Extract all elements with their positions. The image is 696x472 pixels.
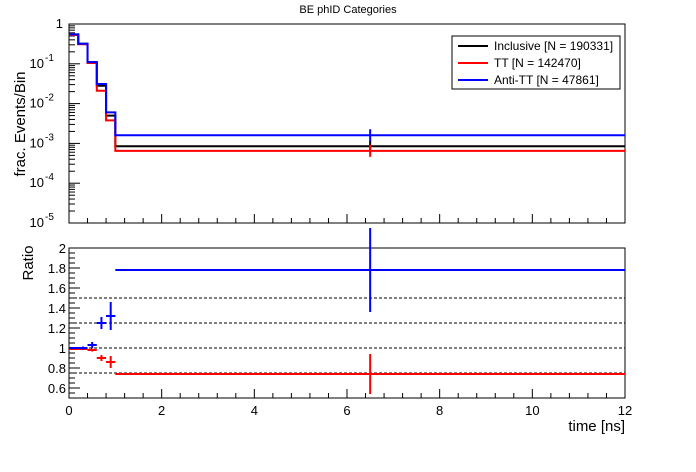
legend-items: Inclusive [N = 190331] TT [N = 142470] Ant… xyxy=(458,39,613,87)
legend-label: Anti-TT [N = 47861] xyxy=(494,73,599,87)
top-y-tick-label: 10 xyxy=(30,56,44,71)
bottom-series-layer xyxy=(69,228,625,394)
bottom-panel: 0 2 4 6 8 10 12 0.6 0.8 1 1.2 1.4 1.6 1.8 2 Ratio tim… xyxy=(20,228,632,435)
reference-lines xyxy=(69,297,625,374)
x-tick-label: 12 xyxy=(618,403,632,418)
bottom-x-ticks: 0 2 4 6 8 10 12 xyxy=(65,389,632,418)
bottom-y-tick-label: 1.4 xyxy=(48,301,66,316)
x-tick-label: 10 xyxy=(525,403,539,418)
bottom-y-axis-title: Ratio xyxy=(20,245,37,280)
top-series-layer xyxy=(69,33,625,157)
top-y-tick-exponent: -3 xyxy=(45,132,54,143)
top-y-tick-exponent: -1 xyxy=(45,53,54,64)
bottom-y-tick-label: 0.6 xyxy=(48,381,66,396)
x-axis-title: time [ns] xyxy=(568,418,625,435)
top-y-ticks: 10 -510 -410 -310 -210 -11 xyxy=(30,16,80,230)
top-x-ticks xyxy=(68,214,626,223)
legend-label: Inclusive [N = 190331] xyxy=(494,39,613,53)
top-y-tick-label: 10 xyxy=(30,175,44,190)
top-y-tick-label: 10 xyxy=(30,135,44,150)
bottom-y-tick-label: 2 xyxy=(59,241,66,256)
x-tick-label: 6 xyxy=(343,403,350,418)
x-tick-label: 4 xyxy=(251,403,258,418)
top-y-tick-label: 10 xyxy=(30,96,44,111)
x-tick-label: 2 xyxy=(158,403,165,418)
top-y-tick-exponent: -4 xyxy=(45,172,54,183)
legend-label: TT [N = 142470] xyxy=(494,56,581,70)
bottom-y-ticks: 0.6 0.8 1 1.2 1.4 1.6 1.8 2 xyxy=(48,241,80,399)
bottom-y-tick-label: 1.2 xyxy=(48,321,66,336)
top-panel: 10 -510 -410 -310 -210 -11 frac. Events/Bin xyxy=(12,16,626,230)
series-step-2 xyxy=(69,33,625,137)
x-tick-label: 8 xyxy=(436,403,443,418)
bottom-y-tick-label: 1.6 xyxy=(48,281,66,296)
top-y-tick-label: 10 xyxy=(30,215,44,230)
bottom-y-tick-label: 0.8 xyxy=(48,361,66,376)
legend: Inclusive [N = 190331] TT [N = 142470] Ant… xyxy=(451,35,621,90)
x-tick-label: 0 xyxy=(65,403,72,418)
bottom-y-tick-label: 1.8 xyxy=(48,261,66,276)
top-y-tick-label: 1 xyxy=(56,16,63,31)
bottom-y-tick-label: 1 xyxy=(59,341,66,356)
top-y-axis-title: frac. Events/Bin xyxy=(12,71,29,176)
chart-title: BE phID Categories xyxy=(299,4,397,16)
top-y-tick-exponent: -5 xyxy=(45,212,54,223)
top-y-tick-exponent: -2 xyxy=(45,93,54,104)
